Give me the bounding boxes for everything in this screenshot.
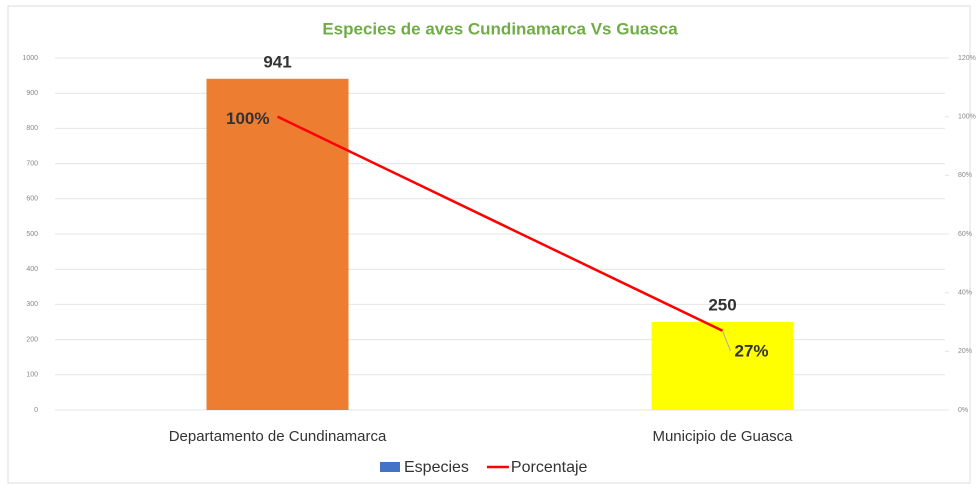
bar [651, 322, 794, 410]
line-value-label: 100% [226, 109, 269, 128]
y2-tick-label: 80% [958, 172, 972, 179]
bar-value-label: 941 [263, 52, 291, 71]
chart-frame [7, 5, 971, 484]
y2-tick-label: 40% [958, 290, 972, 297]
y-tick-label: 800 [26, 125, 38, 132]
y-tick-label: 0 [34, 407, 38, 414]
line [276, 115, 724, 332]
legend-swatch [380, 462, 400, 472]
y-tick-label: 600 [26, 196, 38, 203]
y2-tick-label: 100% [958, 114, 976, 121]
legend-label: Especies [404, 459, 469, 476]
y-tick-label: 1000 [22, 55, 38, 62]
line-value-label: 27% [735, 341, 769, 360]
y-tick-label: 200 [26, 336, 38, 343]
y2-tick-label: 60% [958, 231, 972, 238]
y-tick-label: 100 [26, 372, 38, 379]
y-tick-label: 900 [26, 90, 38, 97]
bar-value-label: 250 [708, 295, 736, 314]
legend-label: Porcentaje [511, 459, 588, 476]
chart-title: Especies de aves Cundinamarca Vs Guasca [322, 19, 678, 38]
leader-line [722, 330, 731, 351]
bar [206, 78, 349, 410]
y-tick-label: 500 [26, 231, 38, 238]
x-tick-label: Municipio de Guasca [652, 428, 793, 445]
y2-tick-label: 20% [958, 348, 972, 355]
y2-tick-label: 0% [958, 407, 968, 414]
y-tick-label: 300 [26, 301, 38, 308]
x-tick-label: Departamento de Cundinamarca [169, 428, 387, 445]
y2-tick-label: 120% [958, 55, 976, 62]
y-tick-label: 400 [26, 266, 38, 273]
y-tick-label: 700 [26, 160, 38, 167]
